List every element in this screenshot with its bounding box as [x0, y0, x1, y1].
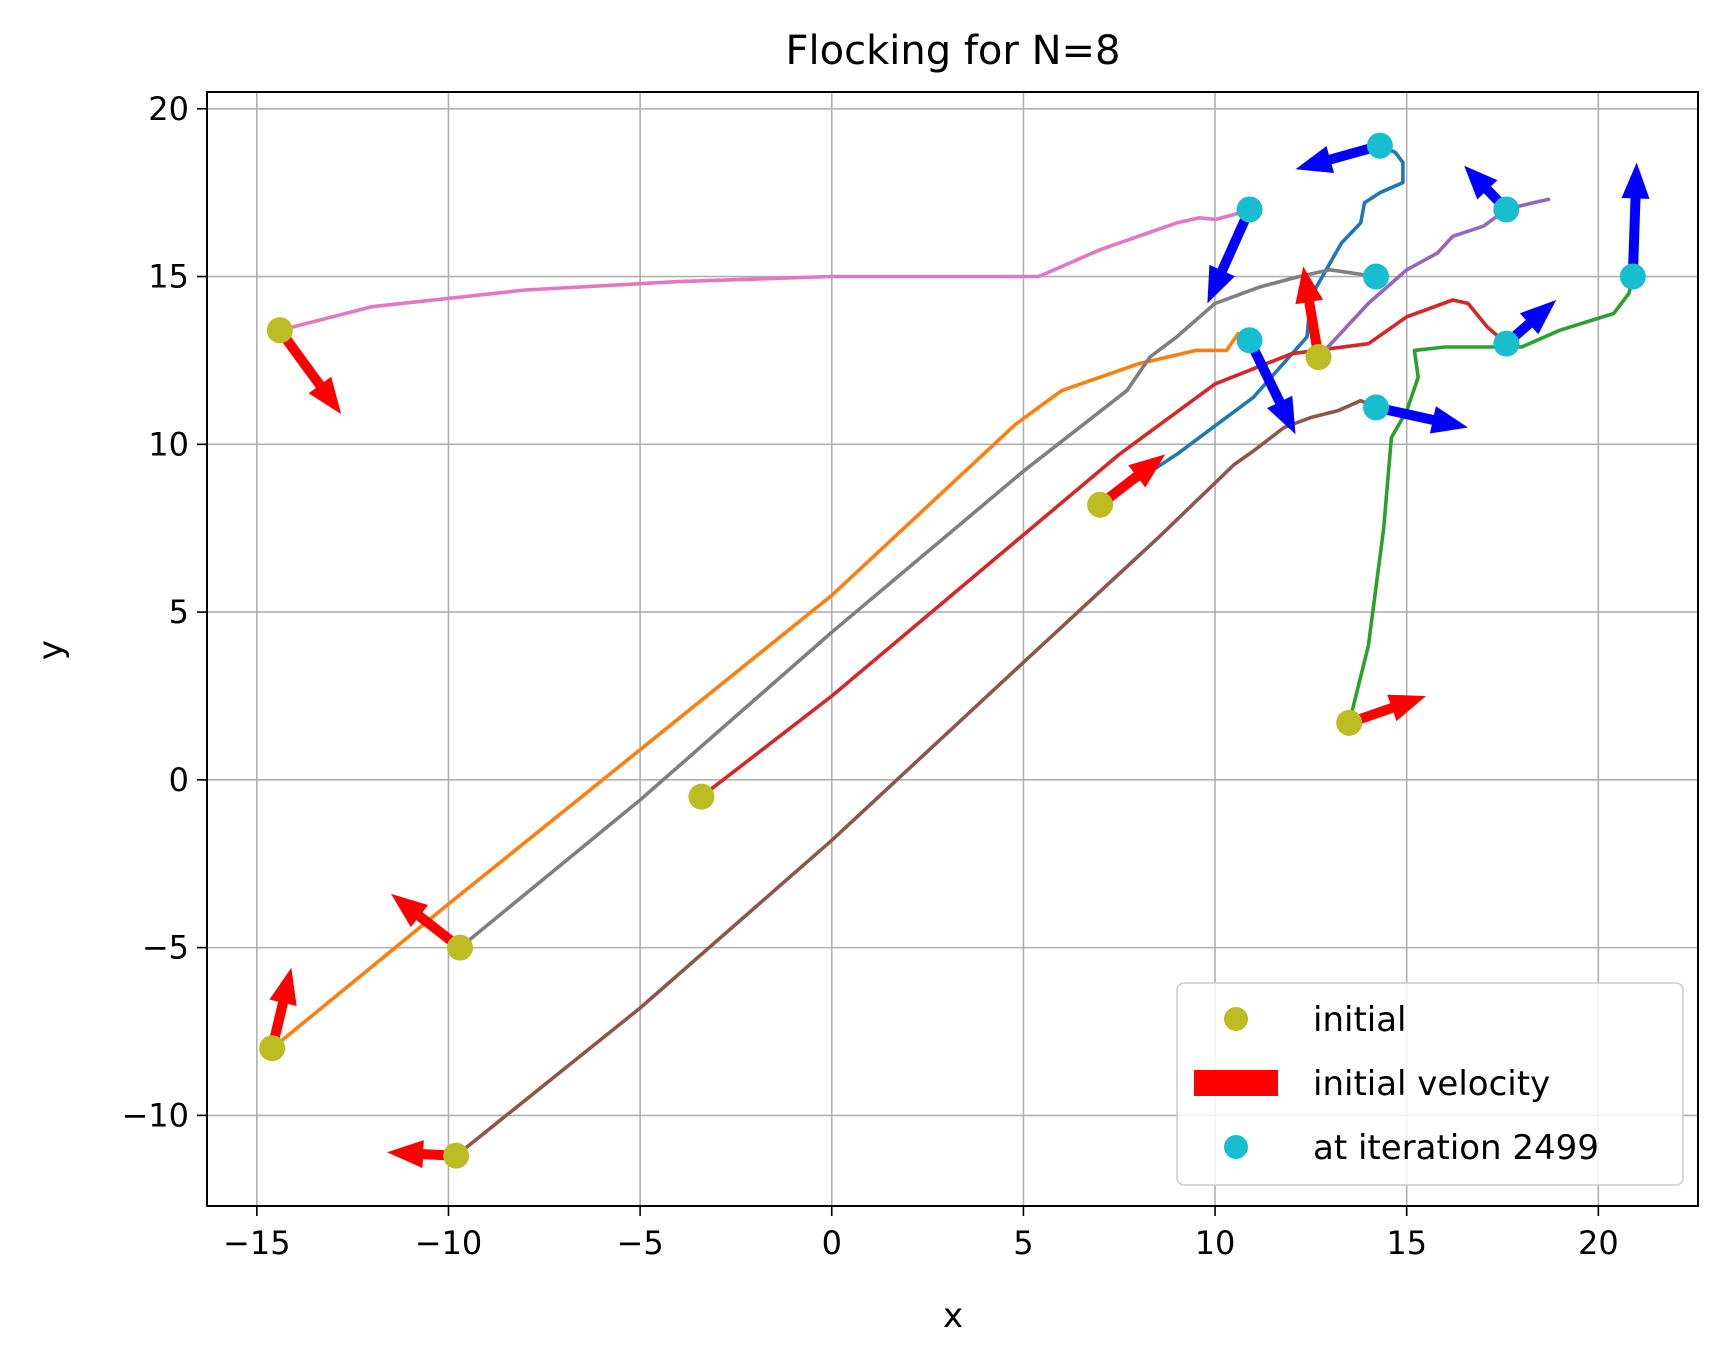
y-tick-label: 5 — [169, 593, 189, 631]
initial-velocity-arrow-8 — [391, 893, 463, 952]
initial-point-5 — [1305, 344, 1332, 371]
trajectory-3 — [1347, 274, 1635, 725]
legend-box — [1176, 982, 1684, 1186]
y-tick-label: 20 — [148, 90, 189, 128]
y-tick-label: −10 — [121, 1096, 189, 1134]
x-tick-label: 5 — [1013, 1224, 1033, 1262]
initial-velocity-arrow-3 — [1347, 694, 1426, 728]
legend-marker-dot — [1224, 1135, 1248, 1159]
arrows-group — [267, 140, 1650, 1168]
final-velocity-arrow-2 — [1245, 338, 1296, 435]
y-ticks: −10 −5 0 5 10 15 20 — [121, 90, 207, 1134]
initial-point-6 — [443, 1142, 470, 1169]
x-tick-label: −10 — [415, 1224, 483, 1262]
y-axis-label: y — [31, 640, 71, 660]
trajectory-7 — [278, 207, 1252, 332]
legend-marker-dot — [1224, 1007, 1248, 1031]
markers-group — [259, 132, 1646, 1169]
chart-title: Flocking for N=8 — [786, 28, 1121, 74]
final-point-1 — [1366, 132, 1393, 159]
trajectory-4 — [699, 298, 1509, 799]
final-velocity-arrow-3 — [1621, 162, 1650, 277]
trajectory-6 — [454, 398, 1378, 1158]
y-tick-label: −5 — [142, 929, 189, 967]
legend-marker-bar — [1194, 1070, 1278, 1096]
legend-label: initial — [1313, 1000, 1407, 1040]
x-tick-label: −5 — [617, 1224, 664, 1262]
initial-point-2 — [259, 1035, 286, 1062]
legend-label: initial velocity — [1313, 1064, 1550, 1104]
initial-point-1 — [1087, 491, 1114, 518]
initial-velocity-arrow-6 — [387, 1140, 457, 1168]
final-velocity-arrow-1 — [1295, 140, 1382, 173]
initial-velocity-arrow-2 — [267, 967, 297, 1050]
final-velocity-arrow-6 — [1375, 402, 1468, 434]
initial-point-7 — [266, 317, 293, 344]
initial-point-4 — [688, 783, 715, 810]
initial-point-3 — [1336, 709, 1363, 736]
final-point-6 — [1363, 394, 1390, 421]
final-point-5 — [1493, 196, 1520, 223]
y-tick-label: 10 — [148, 425, 189, 463]
x-tick-label: 10 — [1195, 1224, 1236, 1262]
legend: initial initial velocity at iteration 2499 — [1176, 982, 1684, 1186]
initial-velocity-arrow-7 — [275, 327, 342, 415]
trajectory-5 — [1316, 197, 1551, 359]
final-point-2 — [1236, 327, 1263, 354]
legend-label: at iteration 2499 — [1313, 1128, 1599, 1168]
x-ticks: −15 −10 −5 0 5 10 15 20 — [223, 1206, 1619, 1262]
y-tick-label: 15 — [148, 258, 189, 296]
final-point-7 — [1236, 196, 1263, 223]
x-axis-label: x — [943, 1296, 963, 1336]
final-point-8 — [1363, 263, 1390, 290]
x-tick-label: 0 — [822, 1224, 842, 1262]
series-group — [270, 143, 1635, 1158]
x-tick-label: −15 — [223, 1224, 291, 1262]
initial-velocity-arrow-1 — [1097, 454, 1166, 509]
final-point-3 — [1619, 263, 1646, 290]
y-tick-label: 0 — [169, 761, 189, 799]
trajectory-2 — [270, 331, 1252, 1051]
initial-point-8 — [446, 934, 473, 961]
initial-velocity-arrow-5 — [1295, 266, 1324, 358]
trajectory-1 — [1098, 143, 1405, 507]
final-velocity-arrow-7 — [1207, 207, 1255, 304]
x-tick-label: 20 — [1578, 1224, 1619, 1262]
final-point-4 — [1493, 330, 1520, 357]
x-tick-label: 15 — [1386, 1224, 1427, 1262]
plot-frame — [206, 91, 1699, 1207]
